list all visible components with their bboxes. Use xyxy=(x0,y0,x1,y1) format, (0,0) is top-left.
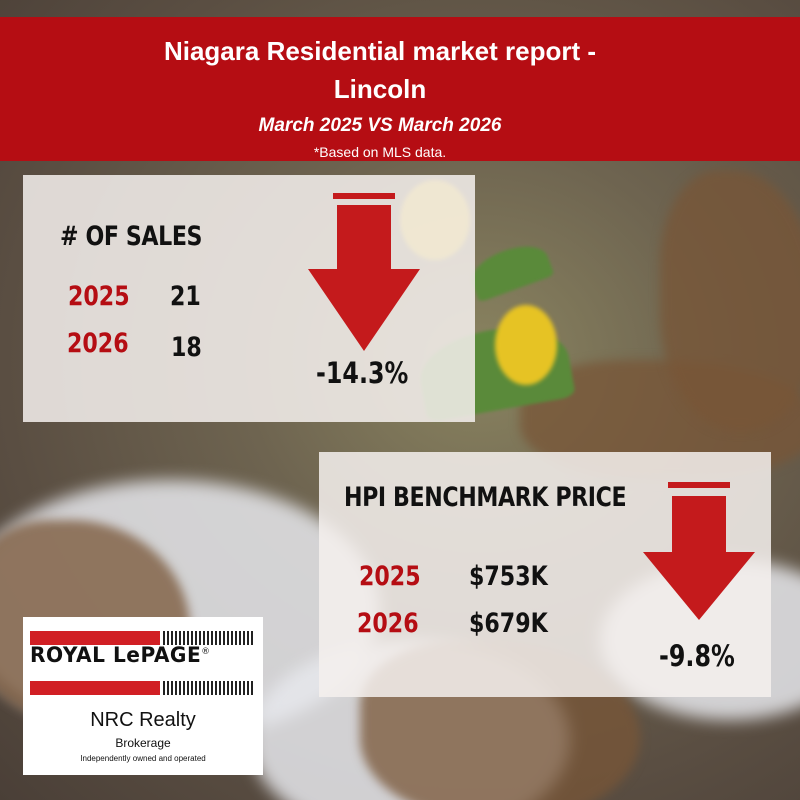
hpi-title: HPI BENCHMARK PRICE xyxy=(344,482,627,513)
arrow-down-icon xyxy=(308,193,420,351)
logo-top-stripe xyxy=(30,631,160,645)
sales-panel: # OF SALES 2025 21 2026 18 -14.3% xyxy=(23,175,475,422)
sales-value-2026: 18 xyxy=(171,332,202,363)
hpi-year-2026: 2026 xyxy=(357,608,419,639)
logo-bottom-stripe xyxy=(30,681,160,695)
sales-year-2025: 2025 xyxy=(68,281,130,312)
report-header: Niagara Residential market report - Linc… xyxy=(0,17,800,161)
data-source-note: *Based on MLS data. xyxy=(313,144,447,160)
logo-brokerage: Brokerage xyxy=(115,736,171,750)
hpi-value-2025: $753K xyxy=(469,561,548,592)
sales-change: -14.3% xyxy=(316,356,409,390)
hpi-panel: HPI BENCHMARK PRICE 2025 $753K 2026 $679… xyxy=(319,452,771,697)
logo-tagline: Independently owned and operated xyxy=(80,754,206,763)
hpi-change: -9.8% xyxy=(659,639,735,673)
hpi-value-2026: $679K xyxy=(469,608,548,639)
logo-bottom-barcode xyxy=(163,681,255,695)
logo-brand: ROYAL LePAGE® xyxy=(30,643,211,667)
arrow-down-icon xyxy=(643,482,755,620)
report-title-line1: Niagara Residential market report - xyxy=(163,36,597,66)
sales-value-2025: 21 xyxy=(170,281,201,312)
report-title-line2: Lincoln xyxy=(333,74,427,104)
sales-title: # OF SALES xyxy=(60,221,203,252)
report-subtitle: March 2025 VS March 2026 xyxy=(258,115,502,136)
hpi-year-2025: 2025 xyxy=(359,561,421,592)
royal-lepage-logo: ROYAL LePAGE® NRC Realty Brokerage Indep… xyxy=(23,617,263,775)
logo-office-name: NRC Realty xyxy=(90,709,196,731)
logo-top-barcode xyxy=(163,631,255,645)
sales-year-2026: 2026 xyxy=(67,328,129,359)
